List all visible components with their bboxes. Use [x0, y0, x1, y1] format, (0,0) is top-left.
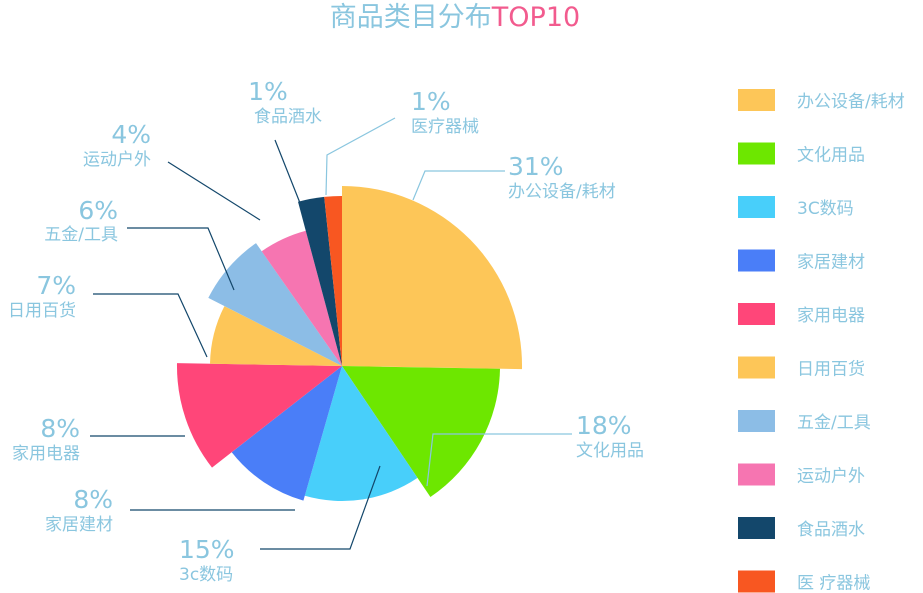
legend-label: 运动户外 — [797, 467, 865, 487]
legend-label: 日用百货 — [797, 360, 865, 380]
slice-category-label: 3c数码 — [179, 565, 233, 585]
slice-percent-label: 8% — [73, 485, 113, 514]
legend-swatch — [738, 570, 775, 593]
slice-percent-label: 1% — [248, 77, 288, 106]
pie-slice — [176, 363, 342, 468]
legend-swatch — [738, 410, 775, 432]
leader-line — [260, 465, 381, 550]
legend-label: 办公设备/耗材 — [797, 92, 905, 112]
slice-percent-label: 31% — [508, 152, 564, 181]
slice-labels: 31%办公设备/耗材18%文化用品15%3c数码8%家居建材8%家用电器7%日用… — [8, 77, 644, 585]
leader-line — [426, 433, 572, 487]
pie-slice — [342, 185, 523, 370]
slice-percent-label: 18% — [576, 411, 632, 440]
pie-slice — [342, 366, 500, 497]
slice-category-label: 运动户外 — [83, 150, 151, 170]
legend-label: 3C数码 — [797, 199, 854, 219]
legend-swatch — [738, 303, 775, 325]
slice-category-label: 医疗器械 — [411, 117, 479, 137]
chart-title-main: 商品类目分布 — [330, 2, 492, 33]
legend-label: 五金/工具 — [797, 413, 871, 433]
legend-label: 食品酒水 — [797, 520, 865, 540]
legend-label: 文化用品 — [797, 146, 865, 166]
pie-slice — [304, 366, 418, 502]
chart-title: 商品类目分布TOP10 — [330, 2, 580, 33]
slice-percent-label: 15% — [179, 535, 235, 564]
pie-slices — [176, 185, 523, 502]
slice-category-label: 五金/工具 — [44, 225, 118, 245]
pie-slice — [231, 366, 342, 501]
pie-slice — [208, 243, 342, 366]
leader-line — [412, 170, 505, 201]
legend-swatch — [738, 356, 775, 379]
leader-line — [274, 139, 301, 204]
legend-swatch — [738, 249, 775, 272]
slice-percent-label: 6% — [78, 196, 118, 225]
pie-slice — [210, 306, 342, 366]
slice-category-label: 家用电器 — [12, 444, 80, 464]
pie-slice — [298, 196, 342, 366]
legend-swatch — [738, 517, 775, 539]
slice-percent-label: 4% — [111, 120, 151, 149]
leader-line — [325, 117, 396, 196]
slice-category-label: 日用百货 — [8, 301, 76, 321]
leader-line — [167, 161, 261, 221]
leader-line — [93, 293, 208, 358]
slice-percent-label: 7% — [36, 271, 76, 300]
chart-title-accent: TOP10 — [491, 2, 580, 33]
slice-category-label: 家居建材 — [45, 515, 113, 535]
slice-category-label: 文化用品 — [576, 441, 644, 461]
legend-swatch — [738, 89, 775, 111]
legend-swatch — [738, 196, 775, 218]
slice-category-label: 食品酒水 — [254, 107, 322, 127]
slice-category-label: 办公设备/耗材 — [508, 182, 616, 202]
legend-label: 医 疗器械 — [797, 574, 870, 593]
pie-slice — [261, 230, 342, 366]
leader-line — [127, 227, 235, 291]
legend-swatch — [738, 463, 775, 486]
legend-label: 家用电器 — [797, 306, 865, 326]
pie-slice — [324, 195, 342, 366]
legend-label: 家居建材 — [797, 253, 865, 273]
slice-percent-label: 8% — [40, 414, 80, 443]
legend-swatch — [738, 142, 775, 165]
leader-lines — [90, 117, 572, 550]
slice-percent-label: 1% — [411, 87, 451, 116]
